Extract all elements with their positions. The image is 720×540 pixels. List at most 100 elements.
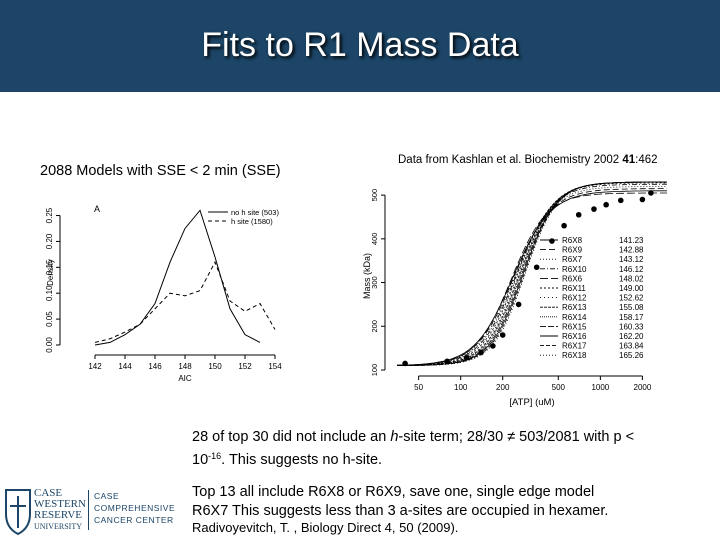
paragraph-two: Top 13 all include R6X8 or R6X9, save on…: [192, 483, 608, 521]
right-caption: Data from Kashlan et al. Biochemistry 20…: [398, 154, 658, 166]
legend-model: R6X11: [562, 284, 586, 293]
legend-model: R6X14: [562, 313, 587, 322]
fit-curve-R6X11: [397, 182, 667, 366]
para1-a: 28 of top 30 did not include an: [192, 429, 391, 445]
legend-sse: 148.02: [619, 274, 644, 283]
x-tick-label: 146: [148, 362, 162, 371]
slide-title: Fits to R1 Mass Data: [201, 26, 519, 64]
x-tick-label: 154: [268, 362, 282, 371]
y-axis-label: Mass (kDa): [362, 253, 372, 299]
x-tick-label: 150: [208, 362, 222, 371]
observed-point: [515, 301, 522, 308]
para2-line1: Top 13 all include R6X8 or R6X9, save on…: [192, 484, 595, 500]
legend-sse: 158.17: [619, 313, 644, 322]
legend-sse: 141.23: [619, 236, 644, 245]
legend-model: R6X6: [562, 274, 583, 283]
x-tick-label: 144: [118, 362, 132, 371]
right-caption-pages: :462: [635, 154, 658, 166]
para1-exponent: -16: [208, 451, 222, 461]
density-series-2: [94, 260, 276, 343]
legend-sse: 142.88: [619, 246, 644, 255]
observed-point: [402, 360, 408, 367]
logo-line4: UNIVERSITY: [34, 522, 82, 531]
legend-sse: 149.00: [619, 284, 644, 293]
y-tick-label: 300: [370, 276, 379, 289]
legend-sse: 160.33: [619, 322, 644, 331]
observed-point: [575, 211, 582, 218]
para1-d: . This suggests no h-site.: [221, 452, 383, 468]
paragraph-one: 28 of top 30 did not include an h-site t…: [192, 428, 634, 470]
legend-label: no h site (503): [231, 208, 279, 217]
legend-model: R6X13: [562, 303, 587, 312]
legend-model: R6X12: [562, 294, 587, 303]
x-tick-label: 152: [238, 362, 252, 371]
y-tick-label: 400: [370, 233, 379, 246]
observed-point: [444, 358, 450, 365]
y-tick-label: 0.00: [45, 337, 54, 353]
observed-point: [648, 190, 654, 196]
right-caption-text: Data from Kashlan et al. Biochemistry 20…: [398, 154, 623, 166]
observed-point: [490, 343, 496, 349]
citation: Radivoyevitch, T. , Biology Direct 4, 50…: [192, 520, 459, 535]
density-series-1: [94, 209, 261, 346]
legend-sse: 162.20: [619, 332, 644, 341]
y-tick-label: 500: [370, 189, 379, 202]
legend-model: R6X16: [562, 332, 587, 341]
para1-c: 10: [192, 452, 209, 468]
panel-label: A: [94, 204, 100, 214]
x-axis-label: AIC: [178, 374, 192, 383]
legend-sse: 165.26: [619, 351, 644, 360]
y-tick-label: 0.05: [45, 311, 54, 327]
observed-point: [499, 332, 506, 338]
y-axis-label: Density: [46, 259, 55, 286]
legend-sse: 146.12: [619, 265, 644, 274]
legend-sse: 163.84: [619, 342, 644, 351]
x-tick-label: 148: [178, 362, 192, 371]
logo-sub3: CANCER CENTER: [94, 515, 174, 525]
x-tick-label: 2000: [634, 383, 652, 392]
observed-point: [549, 238, 555, 244]
logo-line3: RESERVE: [34, 509, 83, 521]
observed-point: [603, 201, 609, 208]
x-tick-label: 142: [88, 362, 102, 371]
legend-model: R6X10: [562, 265, 587, 274]
y-tick-label: 0.20: [45, 233, 54, 249]
legend-sse: 143.12: [619, 255, 644, 264]
legend-sse: 152.62: [619, 294, 644, 303]
logo-sub1: CASE: [94, 491, 120, 501]
observed-point: [463, 354, 470, 361]
x-tick-label: 500: [552, 383, 566, 392]
observed-point: [478, 349, 484, 356]
shield-icon: [5, 489, 31, 536]
logo-line2: WESTERN: [34, 498, 86, 510]
legend-label: h site (1580): [231, 217, 273, 226]
university-logo: CASE WESTERN RESERVE UNIVERSITY CASE COM…: [4, 484, 194, 540]
right-caption-volume: 41: [622, 154, 636, 166]
y-tick-label: 100: [370, 364, 379, 377]
observed-point: [591, 206, 597, 212]
para1-b: -site term; 28/30 ≠ 503/2081 with p <: [398, 429, 635, 445]
x-tick-label: 50: [414, 383, 423, 392]
legend-model: R6X17: [562, 342, 587, 351]
para1-italic: h: [390, 429, 399, 445]
left-caption: 2088 Models with SSE < 2 min (SSE): [40, 163, 281, 179]
fit-curve-R6X6: [397, 192, 667, 366]
logo-sub2: COMPREHENSIVE: [94, 503, 176, 513]
legend-model: R6X18: [562, 351, 587, 360]
fit-curve-R6X18: [397, 181, 667, 367]
x-tick-label: 100: [454, 383, 468, 392]
y-tick-label: 0.15: [45, 259, 54, 275]
para2-line2: R6X7 This suggests less than 3 a-sites a…: [192, 503, 609, 519]
legend-sse: 155.08: [619, 303, 644, 312]
observed-point: [533, 264, 540, 271]
x-tick-label: 200: [496, 383, 510, 392]
legend-model: R6X7: [562, 255, 583, 264]
observed-point: [617, 197, 624, 204]
x-tick-label: 1000: [591, 383, 609, 392]
y-tick-label: 200: [370, 320, 379, 333]
mass-chart: 100 200 300 400 500 Mass (kDa) 50 100 200 500 1000…: [362, 181, 667, 408]
legend-model: R6X15: [562, 322, 587, 331]
observed-point: [561, 222, 567, 229]
legend-model: R6X8: [562, 236, 583, 245]
logo-line1: CASE: [34, 487, 63, 499]
